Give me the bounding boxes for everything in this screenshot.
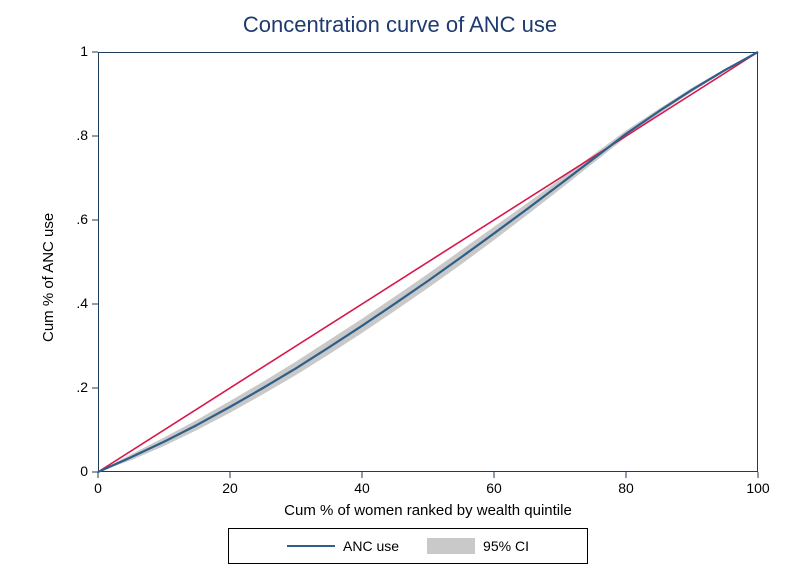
legend-label: 95% CI xyxy=(483,538,529,554)
x-axis-label: Cum % of women ranked by wealth quintile xyxy=(98,502,758,519)
legend-item: 95% CI xyxy=(427,538,529,554)
y-tick-label: .6 xyxy=(76,211,88,227)
concentration-curve-figure: Concentration curve of ANC use Cum % of … xyxy=(0,0,800,581)
legend-fill-swatch xyxy=(427,538,475,554)
y-tick-label: 1 xyxy=(80,43,88,59)
legend-line-swatch xyxy=(287,545,335,547)
y-tick-label: .2 xyxy=(76,379,88,395)
y-tick-label: 0 xyxy=(80,463,88,479)
legend-item: ANC use xyxy=(287,538,399,554)
x-tick-label: 0 xyxy=(83,480,113,496)
x-tick-label: 60 xyxy=(479,480,509,496)
legend-label: ANC use xyxy=(343,538,399,554)
equality-line xyxy=(98,52,758,472)
x-tick-label: 40 xyxy=(347,480,377,496)
x-tick-label: 100 xyxy=(743,480,773,496)
y-axis-label: Cum % of ANC use xyxy=(40,213,57,342)
y-tick-label: .4 xyxy=(76,295,88,311)
y-tick-label: .8 xyxy=(76,127,88,143)
legend: ANC use 95% CI xyxy=(228,528,588,564)
plot-svg xyxy=(0,0,800,581)
x-tick-label: 20 xyxy=(215,480,245,496)
x-tick-label: 80 xyxy=(611,480,641,496)
